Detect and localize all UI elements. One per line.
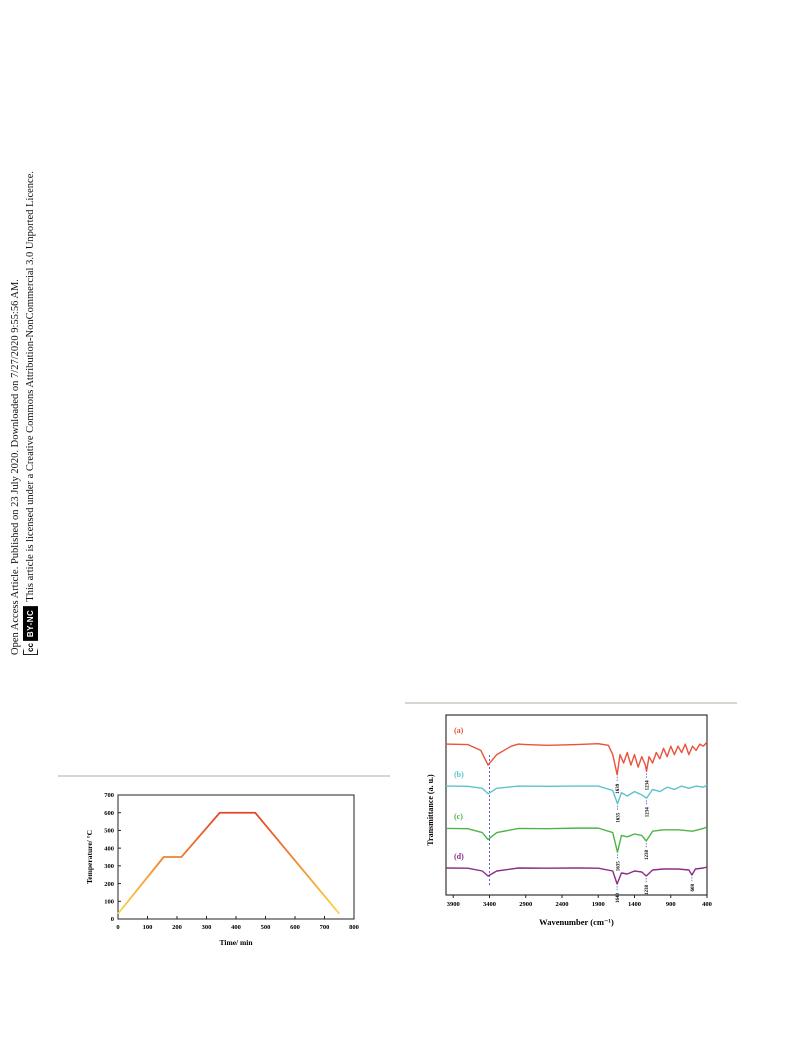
y-tick-label: 700	[104, 792, 114, 799]
x-tick-label: 0	[116, 924, 119, 931]
x-tick-label: 700	[320, 924, 330, 931]
cc-license-badge[interactable]: cc BY-NC	[23, 605, 38, 655]
y-tick-label: 300	[104, 863, 114, 870]
series-label: (c)	[454, 812, 463, 821]
y-tick-label: 0	[111, 916, 114, 923]
notice-line-2-text: This article is licensed under a Creativ…	[25, 171, 36, 602]
y-tick-label: 200	[104, 881, 114, 888]
x-tick-label: 2400	[556, 901, 569, 908]
right-section-rule	[405, 702, 737, 704]
x-axis-label: Wavenumber (cm⁻¹)	[539, 917, 614, 927]
x-tick-label: 2900	[519, 901, 532, 908]
x-tick-label: 3900	[447, 901, 460, 908]
peak-label: 1639	[616, 783, 621, 794]
by-nc-label: BY-NC	[23, 606, 38, 641]
x-tick-label: 600	[290, 924, 300, 931]
cc-logo-icon: cc	[23, 640, 38, 654]
spectrum-line-2	[445, 826, 708, 853]
x-tick-label: 1400	[628, 901, 641, 908]
x-axis-label: Time/ min	[220, 938, 254, 947]
spectrum-line-3	[445, 866, 708, 885]
x-tick-label: 300	[202, 924, 212, 931]
notice-line-1: Open Access Article. Published on 23 Jul…	[8, 115, 23, 655]
x-tick-label: 200	[172, 924, 182, 931]
peak-label: 1238	[645, 850, 650, 861]
series-label: (d)	[454, 852, 464, 861]
spectrum-line-0	[445, 741, 708, 776]
x-tick-label: 1900	[592, 901, 605, 908]
peak-label: 1635	[616, 812, 621, 823]
peak-label: 1234	[646, 807, 651, 818]
temperature-series-line	[117, 811, 340, 915]
spectrum-line-1	[445, 784, 708, 805]
y-axis-label: Transmittance (a. u.)	[426, 774, 435, 846]
y-tick-label: 100	[104, 898, 114, 905]
series-label: (b)	[454, 770, 464, 779]
x-tick-label: 400	[231, 924, 241, 931]
notice-line-1-text: Open Access Article. Published on 23 Jul…	[10, 279, 21, 655]
plot-frame	[445, 714, 708, 896]
peak-label: 1234	[646, 780, 651, 791]
x-tick-label: 800	[349, 924, 359, 931]
ftir-spectra-chart: (a) 1639 1234 (b) 1635 1234 (c) 1635 1238 (d) 1640…	[426, 714, 712, 927]
y-tick-label: 400	[104, 845, 114, 852]
x-tick-label: 900	[666, 901, 676, 908]
left-section-rule	[58, 775, 390, 777]
x-tick-label: 100	[143, 924, 153, 931]
y-tick-label: 500	[104, 828, 114, 835]
x-tick-label: 3400	[483, 901, 496, 908]
open-access-notice: Open Access Article. Published on 23 Jul…	[8, 115, 46, 655]
series-label: (a)	[454, 726, 464, 735]
peak-label: 608	[691, 884, 696, 892]
y-tick-label: 600	[104, 810, 114, 817]
peak-label: 1635	[616, 861, 621, 872]
x-tick-label: 400	[702, 901, 712, 908]
y-axis-label: Temperature/ °C	[85, 830, 94, 884]
x-tick-label: 500	[261, 924, 271, 931]
temperature-program-chart: 0 100 200 300 400 500 600 700 800 0 100 200 300 400 50…	[85, 792, 359, 947]
peak-label: 1238	[645, 885, 650, 896]
peak-label: 1640	[616, 893, 621, 904]
notice-line-2: cc BY-NC This article is licensed under …	[23, 115, 38, 655]
